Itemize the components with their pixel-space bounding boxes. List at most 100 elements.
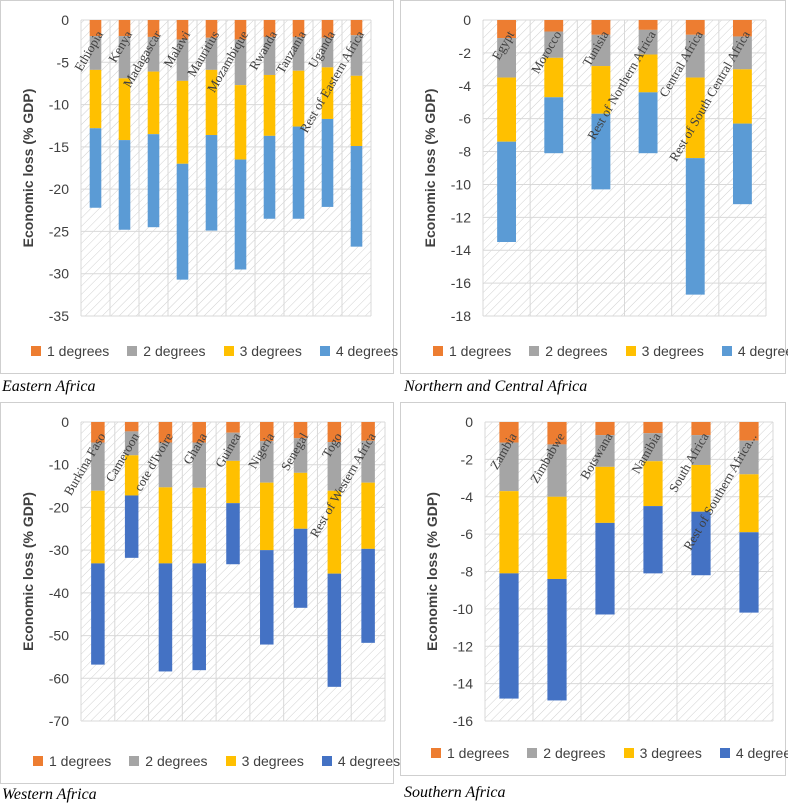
- legend-label: 3 degrees: [239, 343, 302, 359]
- legend-item: 3 degrees: [223, 343, 302, 359]
- legend-swatch-d2: [527, 748, 538, 758]
- legend-item: 4 degrees: [719, 745, 788, 761]
- chart-panel-southern: 0 -2 -4 -6 -8 -10 -12 -14 -16 Economic loss (% GD…: [400, 402, 788, 776]
- bar-segment: [89, 69, 102, 129]
- legend-item: 3 degrees: [225, 753, 304, 769]
- legend-label: 2 degrees: [143, 343, 206, 359]
- bar-segment: [547, 422, 567, 445]
- legend-label: 3 degrees: [641, 343, 704, 359]
- legend-swatch-d2: [127, 346, 138, 356]
- bar-segment: [321, 37, 334, 68]
- bar-segment: [226, 503, 240, 565]
- y-tick-label: -2: [459, 45, 472, 61]
- y-tick-label: -40: [49, 585, 69, 601]
- bar-segment: [260, 422, 274, 442]
- y-tick-label: 0: [463, 12, 471, 28]
- bar-segment: [124, 455, 139, 496]
- bar-segment: [497, 38, 517, 78]
- y-tick-label: -12: [451, 209, 471, 225]
- legend-label: 2 degrees: [545, 343, 608, 359]
- bar-segment: [147, 71, 160, 135]
- bar-segment: [292, 126, 305, 219]
- bar-segment: [176, 20, 189, 40]
- bar-segment: [739, 422, 759, 441]
- y-tick-label: -14: [451, 242, 471, 258]
- bar-segment: [497, 141, 517, 242]
- chart-panel-northern: 0 -2 -4 -6 -8 -10 -12 -14 -16 -18 Economic loss (%…: [400, 0, 788, 374]
- bar-segment: [192, 442, 206, 488]
- y-tick-label: -8: [459, 144, 472, 160]
- bar-segment: [732, 123, 752, 205]
- legend-label: 2 degrees: [543, 745, 606, 761]
- bar-segment: [292, 20, 305, 37]
- bar-segment: [89, 20, 102, 37]
- bar-segment: [732, 20, 752, 37]
- bar-segment: [260, 482, 274, 551]
- bar-segment: [685, 158, 705, 295]
- bar-segment: [192, 563, 206, 671]
- y-tick-label: -5: [57, 54, 70, 70]
- y-tick-label: -16: [453, 713, 473, 729]
- legend-swatch-d4: [721, 346, 732, 356]
- legend-item: 1 degrees: [433, 343, 511, 359]
- legend-item: 2 degrees: [527, 745, 606, 761]
- bar-segment: [192, 422, 206, 443]
- legend-swatch-d2: [529, 346, 540, 356]
- bar-segment: [361, 440, 375, 483]
- y-tick-label: -14: [453, 676, 473, 692]
- legend-item: 2 degrees: [129, 753, 208, 769]
- legend-swatch-d3: [225, 756, 236, 766]
- caption-western: Western Africa: [2, 786, 97, 803]
- bar-segment: [732, 36, 752, 70]
- bar-segment: [226, 422, 240, 433]
- legend-swatch-d3: [623, 748, 634, 758]
- bar-segment: [595, 466, 615, 523]
- legend-item: 3 degrees: [623, 745, 702, 761]
- bar-segment: [124, 422, 139, 432]
- bar-segment: [91, 563, 105, 665]
- bar-segment: [544, 20, 564, 32]
- y-tick-label: -10: [49, 457, 69, 473]
- chart-western-africa: 0 -10 -20 -30 -40 -50 -60 -70 Economic loss (% G…: [20, 414, 386, 729]
- chart-northern-central-africa: 0 -2 -4 -6 -8 -10 -12 -14 -16 -18 Economic loss (%…: [422, 12, 767, 324]
- bar-segment: [226, 432, 240, 461]
- y-tick-label: -20: [49, 499, 69, 515]
- bar-segment: [91, 442, 105, 491]
- legend-label: 3 degrees: [639, 745, 702, 761]
- y-tick-label: -20: [49, 181, 69, 197]
- legend-western: 1 degrees 2 degrees 3 degrees 4 degrees: [33, 753, 400, 769]
- chart-panel-eastern: 0 -5 -10 -15 -20 -25 -30 -35 Economic loss (% GD…: [0, 0, 398, 374]
- bar-segment: [591, 34, 611, 67]
- y-axis-label: Economic loss (% GDP): [424, 492, 440, 651]
- bar-segment: [638, 54, 658, 93]
- legend-item: 1 degrees: [31, 343, 109, 359]
- bar-segment: [691, 422, 711, 436]
- y-tick-label: -15: [49, 139, 69, 155]
- bar-segment: [497, 20, 517, 39]
- bar-segment: [205, 20, 218, 38]
- bar-segment: [124, 495, 139, 558]
- bar-segment: [544, 97, 564, 154]
- bar-segment: [205, 37, 218, 70]
- bar-segment: [591, 66, 611, 114]
- bar-segment: [234, 20, 247, 40]
- bar-segment: [350, 20, 363, 36]
- bar-segment: [293, 528, 308, 608]
- legend-swatch-d4: [321, 756, 332, 766]
- bar-segment: [350, 35, 363, 76]
- bar-segment: [263, 135, 276, 219]
- y-tick-label: -60: [49, 670, 69, 686]
- bar-segment: [638, 29, 658, 55]
- legend-swatch-d1: [433, 346, 443, 356]
- y-axis-label: Economic loss (% GDP): [20, 492, 36, 651]
- bar-segment: [327, 442, 342, 491]
- chart-eastern-africa: 0 -5 -10 -15 -20 -25 -30 -35 Economic loss (% GD…: [20, 12, 372, 324]
- bar-segment: [643, 433, 663, 462]
- legend-item: 1 degrees: [33, 753, 111, 769]
- bar-segment: [638, 20, 658, 30]
- legend-item: 2 degrees: [127, 343, 206, 359]
- caption-northern: Northern and Central Africa: [404, 378, 588, 395]
- bar-segment: [89, 36, 102, 70]
- bar-segment: [192, 487, 206, 564]
- bar-segment: [263, 36, 276, 75]
